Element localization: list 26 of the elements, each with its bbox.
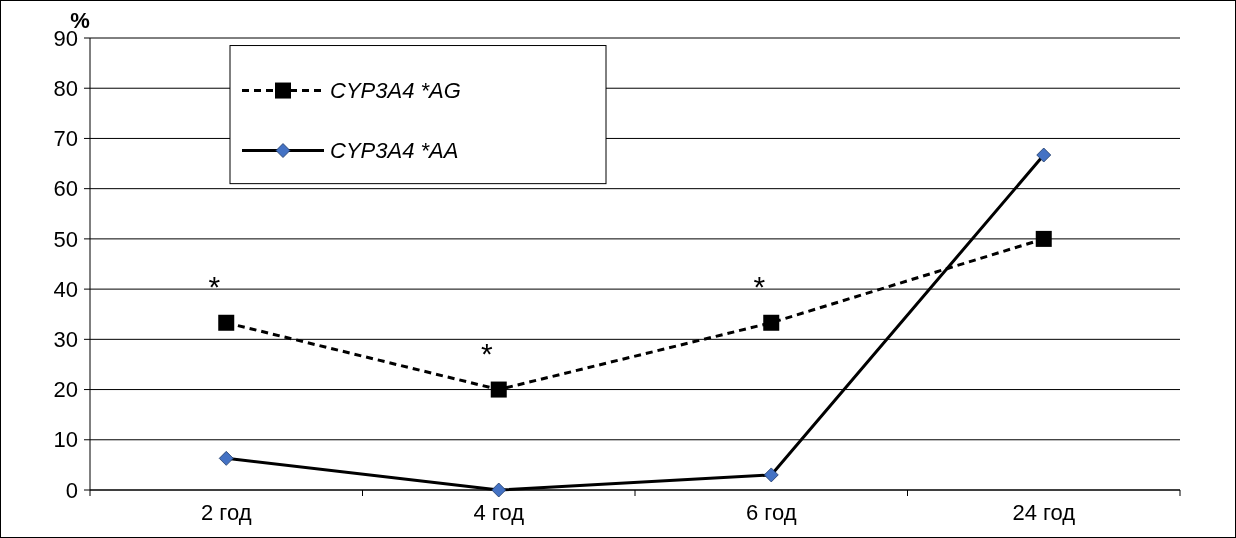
y-tick-label: 50 xyxy=(53,226,78,252)
x-tick-label: 6 год xyxy=(746,500,797,525)
x-tick-label: 24 год xyxy=(1012,500,1076,525)
annotation: * xyxy=(753,269,766,303)
annotation: * xyxy=(208,269,221,303)
point xyxy=(763,467,779,483)
y-tick-label: 60 xyxy=(53,176,78,202)
y-tick-label: 30 xyxy=(53,327,78,353)
x-tick-label: 2 год xyxy=(201,500,252,525)
y-tick-label: 70 xyxy=(53,126,78,152)
x-tick-label: 4 год xyxy=(473,500,525,525)
point xyxy=(218,450,234,466)
point xyxy=(763,314,780,331)
point xyxy=(491,482,507,498)
legend-label: CYP3A4 *AA xyxy=(330,138,459,164)
annotation: * xyxy=(480,336,493,370)
point xyxy=(1035,230,1052,247)
y-tick-label: 20 xyxy=(53,377,78,403)
point xyxy=(218,314,235,331)
y-tick-label: 80 xyxy=(53,75,78,101)
legend-label: CYP3A4 *AG xyxy=(330,78,461,104)
point xyxy=(490,381,507,398)
y-tick-label: 0 xyxy=(65,477,78,503)
point xyxy=(1036,147,1052,163)
y-tick-label: 40 xyxy=(53,276,78,302)
y-tick-label: 10 xyxy=(53,427,78,453)
